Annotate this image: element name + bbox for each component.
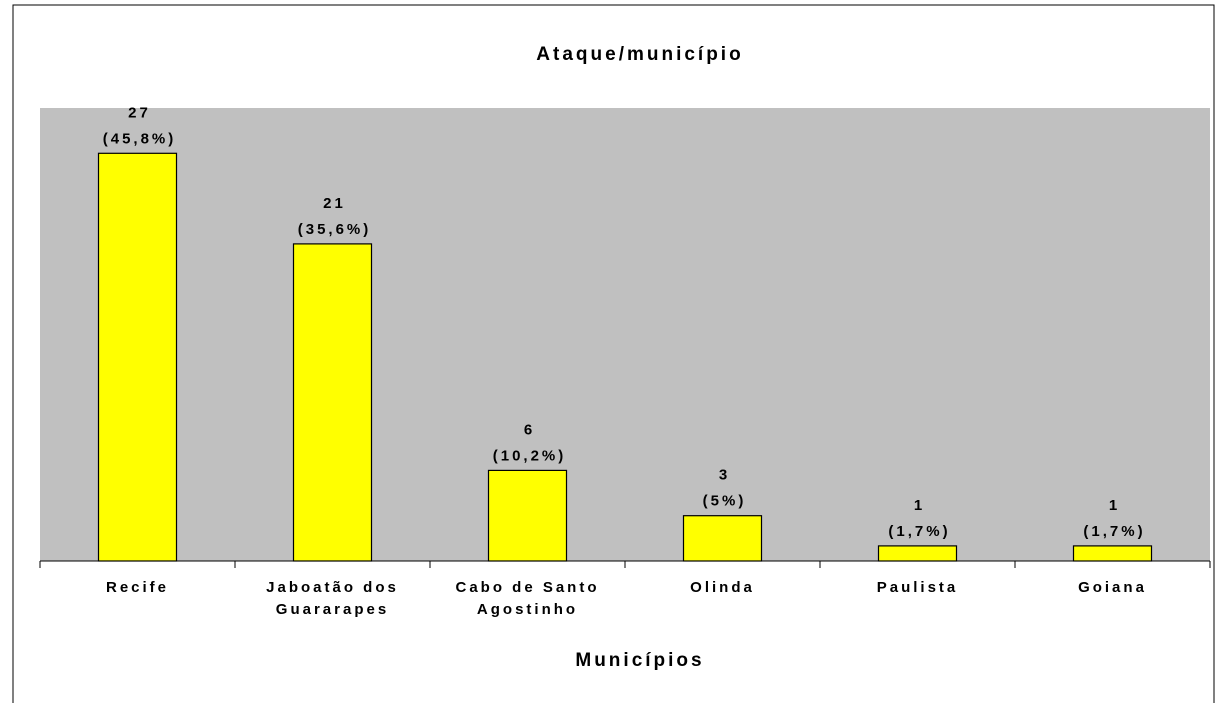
bar <box>877 545 958 562</box>
percent-label: (1,7%) <box>1083 523 1145 540</box>
percent-label: (10,2%) <box>493 447 567 464</box>
chart-frame <box>12 4 1215 703</box>
x-tick-label: Goiana <box>1078 579 1147 596</box>
percent-label: (45,8%) <box>103 130 177 147</box>
x-tick-label: Cabo de Santo Agostinho <box>455 579 600 618</box>
x-tick-label: Recife <box>105 579 170 596</box>
bar <box>1072 545 1153 562</box>
x-tick-label: Jaboatão dos Guararapes <box>266 579 399 618</box>
value-label: 1 <box>1109 497 1120 514</box>
x-axis-title: Municípios <box>575 650 704 671</box>
value-label: 1 <box>914 497 925 514</box>
value-label: 3 <box>719 467 730 484</box>
bar <box>682 515 763 562</box>
plot-area <box>40 108 1210 561</box>
bar <box>97 152 178 562</box>
bar <box>487 469 568 562</box>
x-tick-label: Olinda <box>690 579 755 596</box>
chart-title: Ataque/município <box>536 44 743 65</box>
value-label: 21 <box>323 195 346 212</box>
bar <box>292 243 373 562</box>
value-label: 6 <box>524 421 535 438</box>
percent-label: (5%) <box>703 493 747 510</box>
x-tick-label: Paulista <box>876 579 959 596</box>
percent-label: (35,6%) <box>298 221 372 238</box>
percent-label: (1,7%) <box>888 523 950 540</box>
value-label: 27 <box>128 104 151 121</box>
